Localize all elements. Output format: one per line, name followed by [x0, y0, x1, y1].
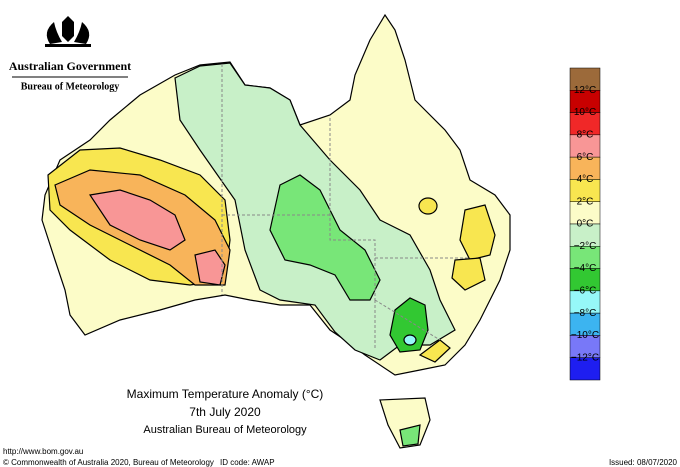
- legend-label: 8°C: [577, 129, 594, 140]
- map-title: Maximum Temperature Anomaly (°C): [127, 387, 324, 401]
- legend: 12°C 10°C 8°C 6°C 4°C 2°C 0°C −2°C −4°C −6°C −8°C −…: [569, 67, 601, 381]
- legend-label: −10°C: [571, 330, 599, 341]
- legend-label: −12°C: [571, 352, 599, 363]
- legend-swatch: [569, 357, 601, 381]
- legend-label: 4°C: [577, 174, 594, 185]
- footer-copyright: © Commonwealth of Australia 2020, Bureau…: [3, 458, 214, 467]
- legend-label: −6°C: [574, 285, 597, 296]
- government: Australian Government: [9, 59, 131, 73]
- legend-label: 12°C: [574, 85, 596, 96]
- se-warm: [418, 339, 451, 363]
- legend-label: 6°C: [577, 152, 594, 163]
- footer-url: http://www.bom.gov.au: [3, 447, 83, 456]
- cold-core: [389, 297, 429, 353]
- map: [41, 13, 511, 449]
- tasmania-cool: [399, 424, 421, 447]
- legend-label: 0°C: [577, 219, 594, 230]
- map-date: 7th July 2020: [189, 405, 261, 419]
- cold-spot: [403, 334, 417, 346]
- footer-issued: Issued: 08/07/2020: [609, 458, 678, 467]
- state-border: [221, 64, 470, 350]
- legend-label: −2°C: [574, 241, 597, 252]
- bureau: Bureau of Meteorology: [21, 81, 120, 92]
- legend-label: 2°C: [577, 196, 594, 207]
- map-source: Australian Bureau of Meteorology: [143, 424, 307, 436]
- legend-label: −8°C: [574, 308, 597, 319]
- cool-region-2: [269, 174, 381, 301]
- east-warm-3: [418, 197, 438, 215]
- east-warm-2: [451, 257, 486, 291]
- east-warm: [459, 204, 496, 261]
- legend-label: 10°C: [574, 107, 596, 118]
- crest: [45, 16, 91, 47]
- warmest-region: [88, 189, 186, 251]
- legend-label: −4°C: [574, 263, 597, 274]
- footer-id: ID code: AWAP: [220, 458, 275, 467]
